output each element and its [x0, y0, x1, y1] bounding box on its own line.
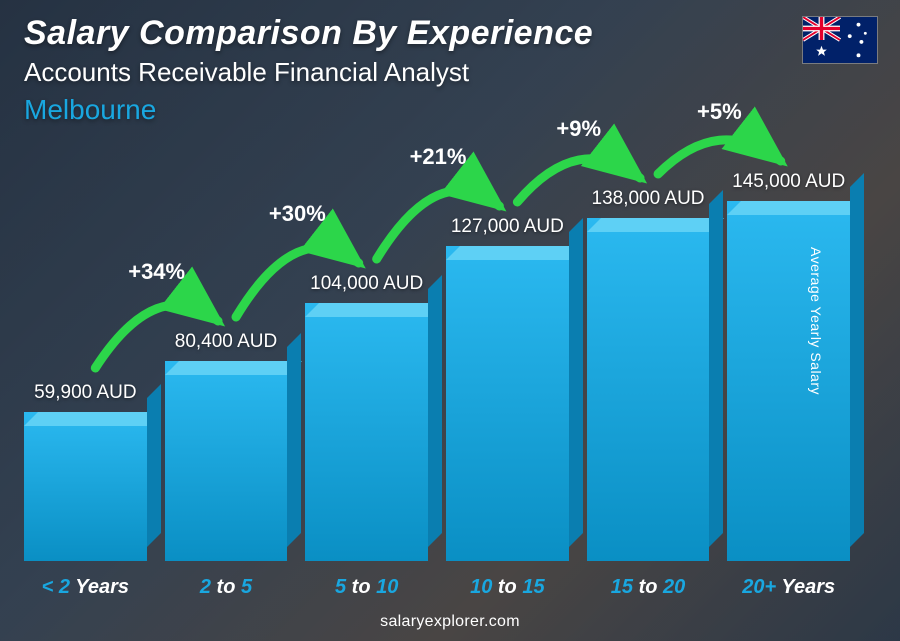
growth-label: +34% [128, 259, 185, 284]
bar-side-face [850, 173, 864, 547]
x-label: < 2 Years [24, 576, 147, 599]
bar-chart: 59,900 AUD80,400 AUD104,000 AUD127,000 A… [24, 150, 850, 561]
growth-label: +5% [697, 99, 742, 124]
x-label: 10 to 15 [446, 576, 569, 599]
x-label: 5 to 10 [305, 576, 428, 599]
x-label: 15 to 20 [587, 576, 710, 599]
arrows-overlay: +34% +30% +21% +9% +5% [24, 30, 850, 561]
x-label: 2 to 5 [165, 576, 288, 599]
growth-arrow [95, 305, 218, 368]
growth-arrow [377, 191, 500, 259]
growth-arrow [517, 159, 640, 202]
x-axis: < 2 Years 2 to 5 5 to 10 10 to 15 15 to 20 20… [24, 576, 850, 599]
footer-attribution: salaryexplorer.com [0, 613, 900, 631]
infographic-stage: Salary Comparison By Experience Accounts… [0, 0, 900, 641]
growth-arrow [658, 140, 781, 174]
x-label: 20+ Years [727, 576, 850, 599]
growth-label: +9% [556, 116, 601, 141]
growth-label: +30% [269, 201, 326, 226]
growth-arrow [236, 248, 359, 317]
growth-label: +21% [410, 144, 467, 169]
y-axis-label: Average Yearly Salary [808, 247, 824, 395]
